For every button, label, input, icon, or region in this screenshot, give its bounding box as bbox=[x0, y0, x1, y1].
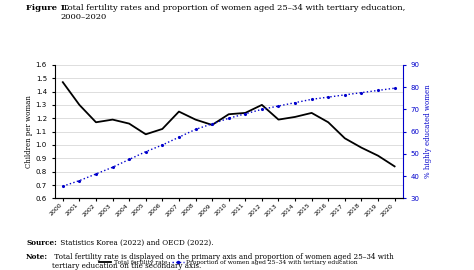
Y-axis label: % highly educated women: % highly educated women bbox=[424, 85, 432, 178]
Text: Statistics Korea (2022) and OECD (2022).: Statistics Korea (2022) and OECD (2022). bbox=[58, 239, 214, 247]
Text: Source:: Source: bbox=[26, 239, 57, 247]
Y-axis label: Children per woman: Children per woman bbox=[25, 95, 33, 168]
Text: Note:: Note: bbox=[26, 253, 48, 261]
Text: Total fertility rates and proportion of women aged 25–34 with tertiary education: Total fertility rates and proportion of … bbox=[60, 4, 405, 21]
Text: Figure 1.: Figure 1. bbox=[26, 4, 69, 12]
Text: Total fertility rate is displayed on the primary axis and proportion of women ag: Total fertility rate is displayed on the… bbox=[52, 253, 393, 270]
Legend: Total fertility rate, Proportion of women aged 25–34 with tertiary education: Total fertility rate, Proportion of wome… bbox=[97, 258, 360, 268]
